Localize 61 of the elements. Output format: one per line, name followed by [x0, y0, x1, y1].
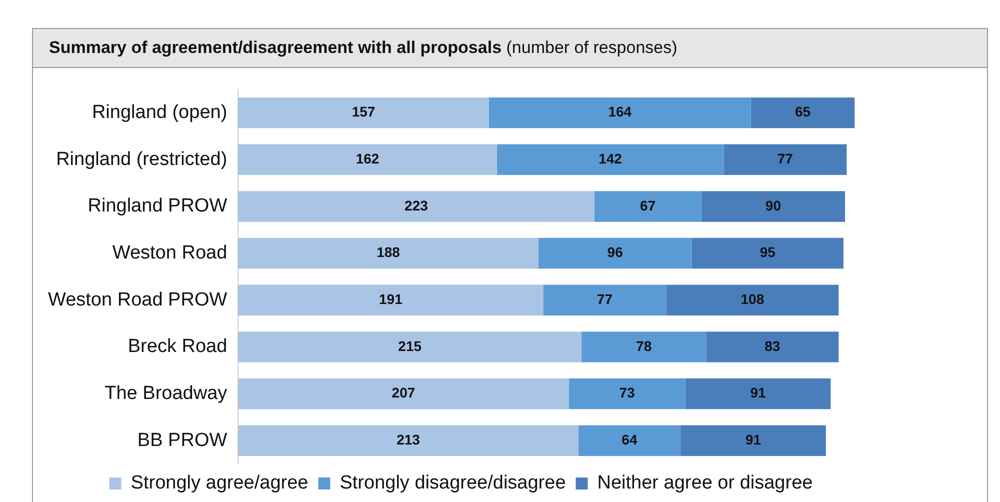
bar — [538, 238, 692, 269]
data-label: 78 — [636, 338, 652, 354]
y-tick-label: Ringland (open) — [92, 102, 228, 124]
bar — [706, 332, 839, 362]
y-tick-label: The Broadway — [104, 382, 228, 404]
data-label: 91 — [750, 384, 766, 401]
y-tick-label: Ringland (restricted) — [56, 148, 228, 170]
bar — [680, 425, 826, 456]
bar — [496, 144, 724, 175]
data-label: 77 — [777, 150, 794, 166]
chart-subtitle: (number of responses) — [506, 38, 678, 57]
data-label: 223 — [404, 197, 428, 214]
bar — [238, 332, 582, 362]
y-tick-label: Weston Road PROW — [48, 289, 228, 310]
bar — [578, 425, 681, 456]
data-label: 108 — [740, 290, 764, 307]
data-label: 207 — [392, 384, 416, 401]
data-label: 96 — [607, 244, 624, 260]
data-label: 162 — [356, 150, 380, 166]
bar — [666, 284, 839, 316]
y-tick-label: Weston Road — [112, 242, 228, 264]
bar — [594, 191, 702, 222]
bar — [488, 97, 751, 128]
data-label: 67 — [640, 197, 656, 214]
data-label: 73 — [619, 384, 636, 401]
bar — [724, 144, 847, 175]
data-label: 95 — [760, 244, 776, 260]
bar — [750, 97, 855, 128]
data-label: 83 — [764, 338, 780, 354]
data-label: 191 — [379, 290, 403, 307]
data-label: 164 — [608, 104, 632, 120]
data-label: 215 — [398, 338, 422, 354]
bar — [238, 144, 497, 175]
data-label: 65 — [794, 104, 811, 120]
bar — [568, 378, 686, 410]
y-tick-label: BB PROW — [137, 430, 228, 451]
data-label: 91 — [745, 431, 762, 448]
bar — [238, 284, 544, 316]
y-tick-label: Breck Road — [128, 336, 228, 358]
data-label: 77 — [596, 290, 613, 307]
bar — [238, 378, 569, 410]
y-tick-label: Ringland PROW — [88, 196, 228, 217]
bar — [238, 425, 578, 456]
legend-label: Strongly disagree/disagree — [340, 472, 566, 494]
bar — [238, 97, 489, 128]
bar — [238, 191, 594, 222]
chart-title: Summary of agreement/disagreement with all proposals — [49, 38, 502, 57]
bar — [582, 332, 706, 362]
bar — [701, 191, 846, 222]
bar — [543, 284, 666, 316]
bar — [685, 378, 831, 410]
data-label: 142 — [598, 150, 622, 166]
data-label: 157 — [352, 104, 376, 120]
legend-label: Strongly agree/agree — [130, 472, 308, 494]
data-label: 90 — [765, 197, 782, 214]
legend-label: Neither agree or disagree — [597, 472, 813, 494]
data-label: 188 — [376, 244, 400, 260]
bar — [238, 238, 538, 269]
data-label: 213 — [396, 431, 420, 448]
data-label: 64 — [622, 431, 638, 448]
bar — [692, 238, 844, 269]
